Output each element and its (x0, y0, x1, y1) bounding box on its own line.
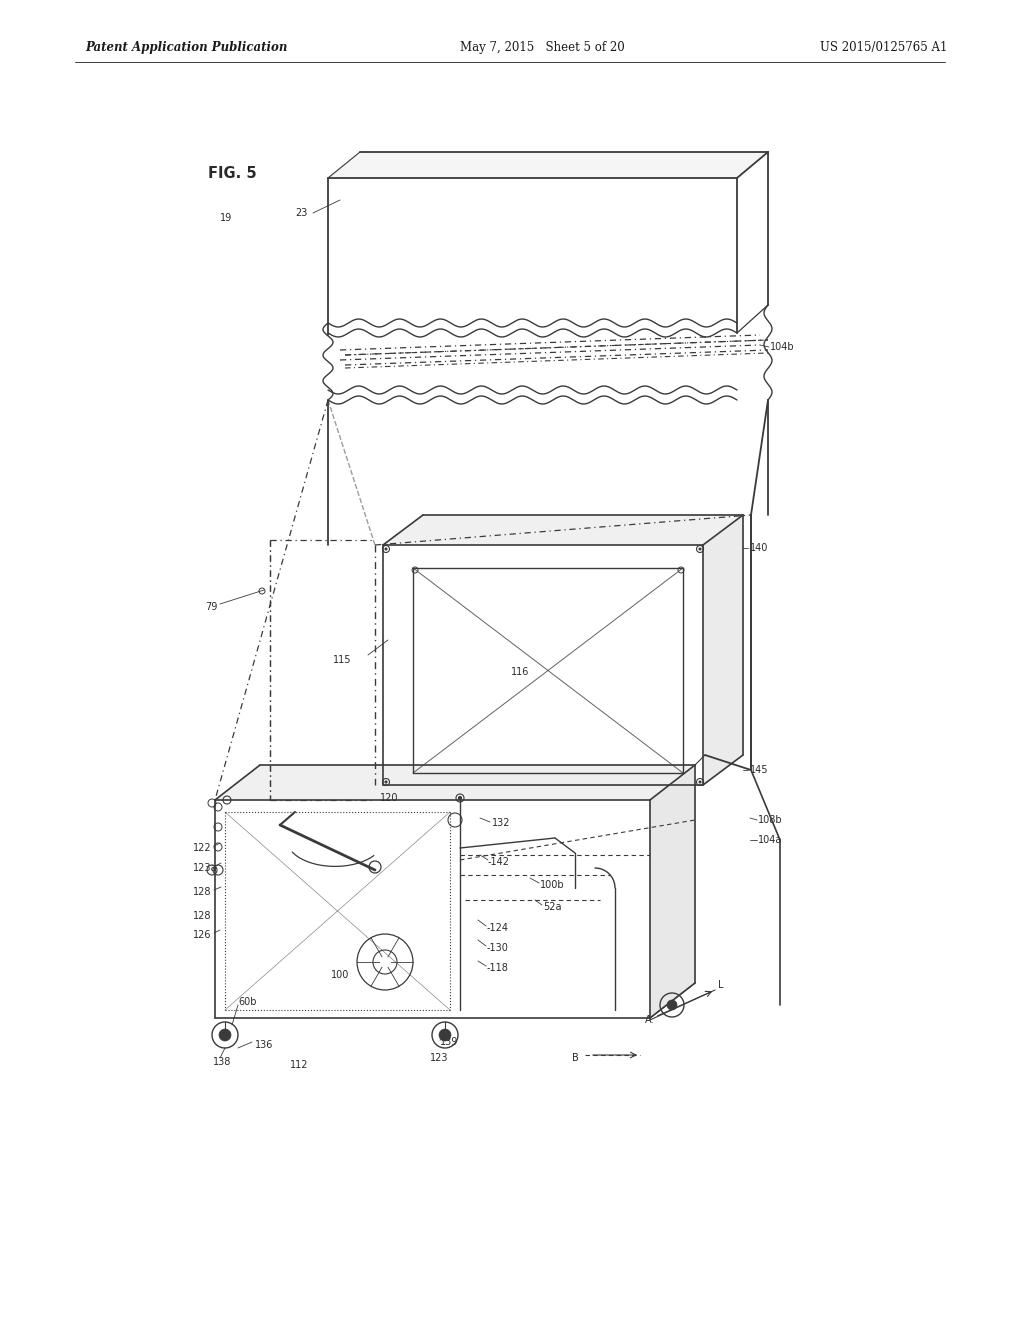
Polygon shape (382, 515, 742, 545)
Text: -124: -124 (486, 923, 508, 933)
Text: -142: -142 (487, 857, 510, 867)
Text: FIG. 5: FIG. 5 (208, 165, 257, 181)
Text: 52a: 52a (542, 902, 560, 912)
Polygon shape (649, 766, 694, 1018)
Circle shape (698, 548, 700, 550)
Text: A.: A. (644, 1015, 654, 1026)
Circle shape (438, 1030, 450, 1041)
Text: 140: 140 (749, 543, 767, 553)
Text: -130: -130 (486, 942, 508, 953)
Text: 23: 23 (294, 209, 307, 218)
Text: 136: 136 (255, 1040, 273, 1049)
Text: 79: 79 (205, 602, 217, 612)
Text: 128: 128 (193, 887, 211, 898)
Text: 100: 100 (330, 970, 348, 979)
Text: 123a: 123a (193, 863, 217, 873)
Text: 139: 139 (439, 1038, 458, 1047)
Circle shape (459, 796, 461, 800)
Polygon shape (328, 152, 767, 178)
Text: US 2015/0125765 A1: US 2015/0125765 A1 (819, 41, 947, 54)
Text: 126: 126 (193, 931, 211, 940)
Text: 128: 128 (193, 911, 211, 921)
Circle shape (384, 781, 386, 783)
Text: 112: 112 (289, 1060, 308, 1071)
Text: 104b: 104b (769, 342, 794, 352)
Text: 100b: 100b (539, 880, 565, 890)
Text: 104a: 104a (757, 836, 782, 845)
Text: 115: 115 (332, 655, 352, 665)
Text: 60b: 60b (237, 997, 256, 1007)
Polygon shape (702, 515, 742, 785)
Text: L: L (717, 979, 722, 990)
Text: 145: 145 (749, 766, 767, 775)
Circle shape (219, 1030, 230, 1041)
Circle shape (698, 781, 700, 783)
Polygon shape (215, 766, 694, 800)
Text: 116: 116 (511, 667, 529, 677)
Text: 108b: 108b (757, 814, 782, 825)
Text: 122: 122 (193, 843, 211, 853)
Text: -118: -118 (486, 964, 508, 973)
Circle shape (666, 1001, 677, 1010)
Text: 138: 138 (213, 1057, 231, 1067)
Text: B: B (572, 1053, 578, 1063)
Text: 123: 123 (430, 1053, 448, 1063)
Text: 120: 120 (380, 793, 398, 803)
Text: May 7, 2015   Sheet 5 of 20: May 7, 2015 Sheet 5 of 20 (460, 41, 625, 54)
Text: 132: 132 (491, 818, 510, 828)
Circle shape (384, 548, 386, 550)
Text: Patent Application Publication: Patent Application Publication (85, 41, 287, 54)
Text: 19: 19 (220, 213, 232, 223)
